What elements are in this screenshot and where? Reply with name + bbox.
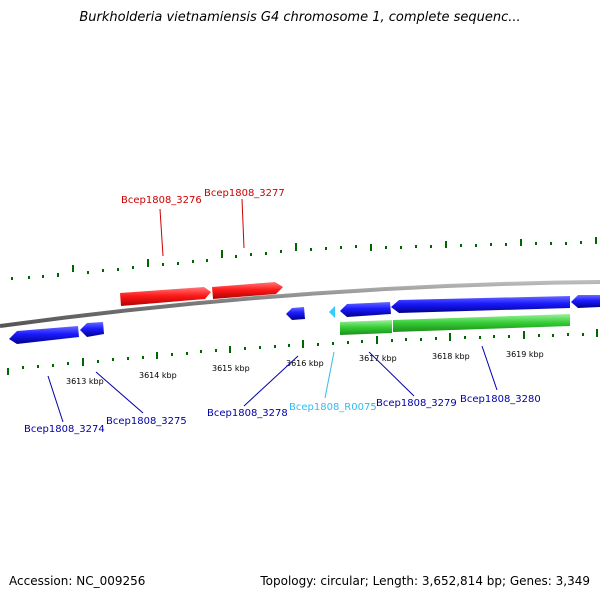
gene-arrow-bcep1808-3276[interactable] [120,287,211,306]
gene-arrow-bcep1808-3280[interactable] [391,296,570,313]
gene-arrow-bcep1808-3277[interactable] [212,282,283,299]
kbp-label-3615: 3615 kbp [212,364,250,373]
kbp-label-3614: 3614 kbp [139,371,177,380]
gene-label-bcep1808-r0075[interactable]: Bcep1808_R0075 [289,402,377,413]
gene-label-bcep1808-3278[interactable]: Bcep1808_3278 [207,408,288,419]
gene-arrow-bcep1808-3274[interactable] [9,326,79,344]
map-title: Burkholderia vietnamiensis G4 chromosome… [79,10,521,25]
gene-label-bcep1808-3274[interactable]: Bcep1808_3274 [24,424,105,435]
kbp-label-3618: 3618 kbp [432,352,470,361]
label-leader-lines [47,198,498,423]
gene-label-bcep1808-3280[interactable]: Bcep1808_3280 [460,394,541,405]
gene-label-bcep1808-3276[interactable]: Bcep1808_3276 [121,195,202,206]
accession-text: Accession: NC_009256 [9,574,146,588]
upper-tick-track [11,237,597,280]
gene-label-bcep1808-3277[interactable]: Bcep1808_3277 [204,188,285,199]
gene-label-bcep1808-3275[interactable]: Bcep1808_3275 [106,416,187,427]
chromosome-backbone [0,280,600,328]
gene-label-bcep1808-3279[interactable]: Bcep1808_3279 [376,398,457,409]
kbp-label-3617: 3617 kbp [359,354,397,363]
kbp-label-3613: 3613 kbp [66,377,104,386]
gene-arrow-next[interactable] [571,295,600,308]
gene-arrow-bcep1808-3279[interactable] [340,302,391,317]
gene-arrow-bcep1808-3278[interactable] [286,307,305,320]
rna-arrow-bcep1808-r0075[interactable] [329,306,335,318]
lower-tick-track [7,329,598,375]
orf-bar-2[interactable] [393,314,570,332]
kbp-label-3616: 3616 kbp [286,359,324,368]
kbp-label-3619: 3619 kbp [506,350,544,359]
topology-summary-text: Topology: circular; Length: 3,652,814 bp… [260,574,590,588]
gene-arrow-bcep1808-3275[interactable] [80,322,104,337]
orf-bar-1[interactable] [340,320,392,335]
